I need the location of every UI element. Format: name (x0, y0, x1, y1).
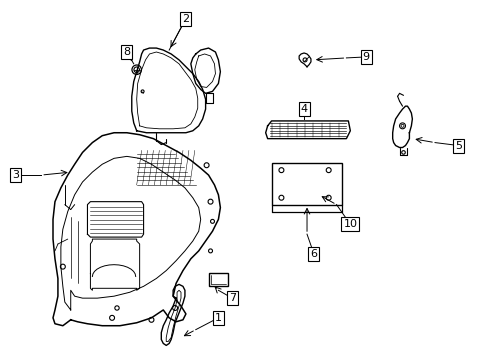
Text: 1: 1 (214, 313, 222, 323)
Text: 7: 7 (228, 293, 235, 303)
Text: 8: 8 (123, 47, 130, 57)
Text: 2: 2 (182, 14, 189, 23)
Text: 10: 10 (343, 219, 357, 229)
Bar (208, 273, 228, 286)
Text: 4: 4 (300, 104, 307, 114)
Text: 9: 9 (362, 52, 369, 62)
Text: 3: 3 (12, 170, 19, 180)
Text: 6: 6 (310, 249, 317, 259)
Text: 5: 5 (454, 140, 461, 150)
Bar (271, 163, 342, 204)
